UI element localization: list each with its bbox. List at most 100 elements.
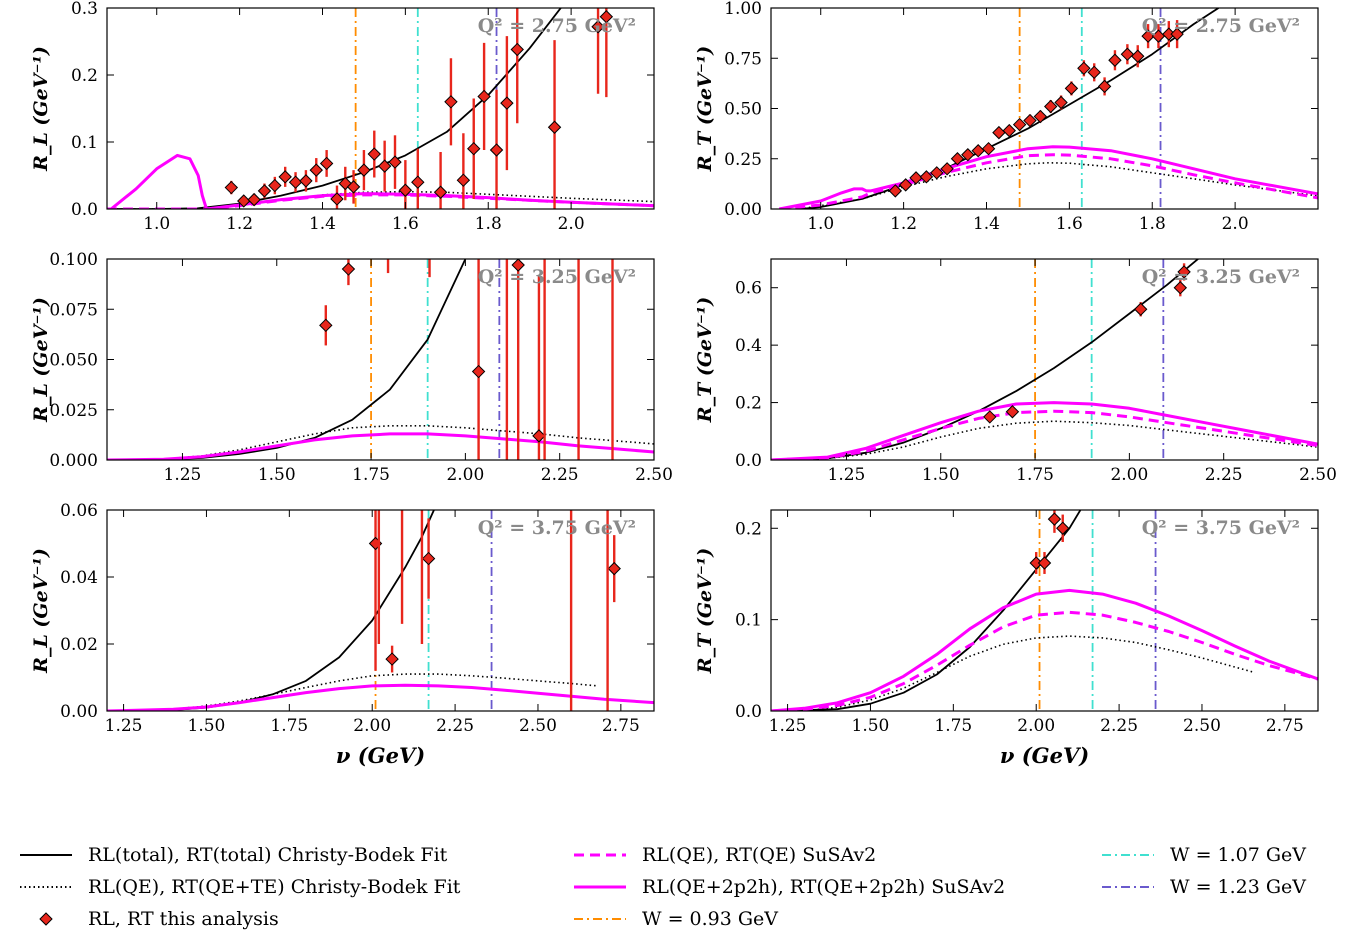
data-point <box>607 72 619 84</box>
curve-solid-black <box>107 259 467 460</box>
data-point <box>1012 117 1027 132</box>
x-tick-label: 1.25 <box>828 465 866 485</box>
y-tick-label: 0.0 <box>735 702 762 722</box>
legend-label: W = 0.93 GeV <box>642 908 779 930</box>
curve-solid-black <box>771 510 1082 711</box>
x-tick-label: 2.50 <box>1299 465 1337 485</box>
data-point <box>1131 49 1145 63</box>
legend-label: RL(QE), RT(QE) SuSAv2 <box>642 844 877 866</box>
x-tick-label: 1.25 <box>105 716 143 736</box>
legend-swatch-dotted-black <box>20 886 72 888</box>
data-point <box>424 231 436 243</box>
q2-annotation: Q² = 2.75 GeV² <box>1142 15 1300 37</box>
y-tick-label: 0.100 <box>49 250 98 270</box>
data-point <box>501 213 513 225</box>
x-tick-label: 1.75 <box>1016 465 1054 485</box>
y-tick-label: 0.06 <box>60 501 98 521</box>
data-point <box>299 174 313 188</box>
axes-frame <box>106 7 655 210</box>
y-tick-label: 0.2 <box>71 66 98 86</box>
x-tick-label: 2.50 <box>1183 716 1221 736</box>
figure: Q² = 2.75 GeV² 1.0 1.2 1.4 1.6 1.8 2.0 0.0 0.1 0.… <box>30 0 1337 768</box>
data-point <box>1064 81 1079 96</box>
y-axis-label: R_L (GeV⁻¹) <box>30 548 52 674</box>
data-point <box>1047 512 1062 526</box>
legend-label: W = 1.07 GeV <box>1170 844 1307 866</box>
legend-item-6: W = 0.93 GeV <box>572 906 778 932</box>
axes-frame <box>106 258 655 461</box>
x-tick-label: 1.0 <box>807 214 834 234</box>
data-point <box>377 159 392 173</box>
x-tick-label: 2.25 <box>1100 716 1138 736</box>
legend-swatch-solid-magenta <box>574 885 626 889</box>
data-point <box>309 163 323 177</box>
legend-item-1: RL(total), RT(total) Christy-Bodek Fit <box>18 842 447 868</box>
axes-frame <box>770 509 1319 712</box>
x-axis-label: ν (GeV) <box>1000 743 1089 768</box>
data-point <box>456 173 471 187</box>
data-point <box>599 10 614 24</box>
curve-solid-magenta <box>107 432 654 460</box>
data-point <box>909 171 923 185</box>
x-tick-label: 2.25 <box>541 465 579 485</box>
y-axis-label: R_T (GeV⁻¹) <box>694 548 716 674</box>
data-point <box>471 364 486 379</box>
data-point <box>511 259 525 272</box>
legend: RL(total), RT(total) Christy-Bodek Fit R… <box>0 836 1364 936</box>
y-tick-label: 0.00 <box>724 200 762 220</box>
legend-label: RL(QE+2p2h), RT(QE+2p2h) SuSAv2 <box>642 876 1006 898</box>
x-tick-label: 1.50 <box>188 716 226 736</box>
x-tick-label: 1.6 <box>392 214 419 234</box>
q2-annotation: Q² = 3.75 GeV² <box>478 517 636 539</box>
x-tick-label: 1.75 <box>934 716 972 736</box>
curve-dotted-black <box>804 635 1256 711</box>
data-point <box>1133 302 1148 316</box>
data-point <box>288 175 303 189</box>
data-point <box>489 143 504 157</box>
data-point <box>1108 53 1122 67</box>
data-point <box>573 132 585 144</box>
data-point <box>1056 521 1070 535</box>
legend-item-4: RL(QE), RT(QE) SuSAv2 <box>572 842 876 868</box>
x-tick-label: 2.25 <box>1205 465 1243 485</box>
legend-label: RL(total), RT(total) Christy-Bodek Fit <box>88 844 448 866</box>
data-point <box>532 429 546 443</box>
x-tick-label: 1.50 <box>852 716 890 736</box>
curve-solid-black <box>771 259 1200 460</box>
data-point <box>385 652 399 666</box>
curve-dotted-black <box>107 424 654 460</box>
curve-solid-magenta <box>771 401 1318 460</box>
data-point <box>341 262 356 276</box>
data-point <box>224 180 239 195</box>
x-axis-label: ν (GeV) <box>336 743 425 768</box>
x-tick-label: 2.00 <box>1017 716 1055 736</box>
data-point <box>1037 556 1052 570</box>
plot-area <box>779 8 1318 209</box>
x-tick-label: 2.00 <box>353 716 391 736</box>
data-point <box>257 184 272 198</box>
data-point <box>983 410 997 424</box>
data-point <box>433 185 448 199</box>
q2-annotation: Q² = 3.25 GeV² <box>1142 266 1300 288</box>
data-point <box>373 487 385 499</box>
y-axis-label: R_L (GeV⁻¹) <box>30 297 52 423</box>
plot-area <box>107 487 654 711</box>
x-tick-label: 1.2 <box>890 214 917 234</box>
legend-swatch-dashed-magenta <box>574 853 626 857</box>
x-tick-label: 2.75 <box>602 716 640 736</box>
plot-area <box>771 510 1318 711</box>
legend-swatch-dashdot-turquoise <box>1102 854 1154 856</box>
q2-annotation: Q² = 2.75 GeV² <box>478 15 636 37</box>
data-point <box>1097 79 1112 94</box>
panel-5: Q² = 3.75 GeV² 1.25 1.50 1.75 2.00 2.25 2.50 2.… <box>30 487 655 768</box>
curve-solid-black <box>107 510 435 711</box>
x-tick-label: 2.0 <box>1222 214 1249 234</box>
legend-item-8: W = 1.23 GeV <box>1100 874 1306 900</box>
data-point <box>1033 109 1048 124</box>
panel-4: Q² = 3.25 GeV² 1.25 1.50 1.75 2.00 2.25 2.50 0.… <box>694 258 1337 485</box>
data-point <box>547 120 562 134</box>
x-tick-label: 1.4 <box>309 214 336 234</box>
y-tick-label: 0.2 <box>735 394 762 414</box>
data-point <box>388 155 402 169</box>
data-point <box>961 148 975 162</box>
